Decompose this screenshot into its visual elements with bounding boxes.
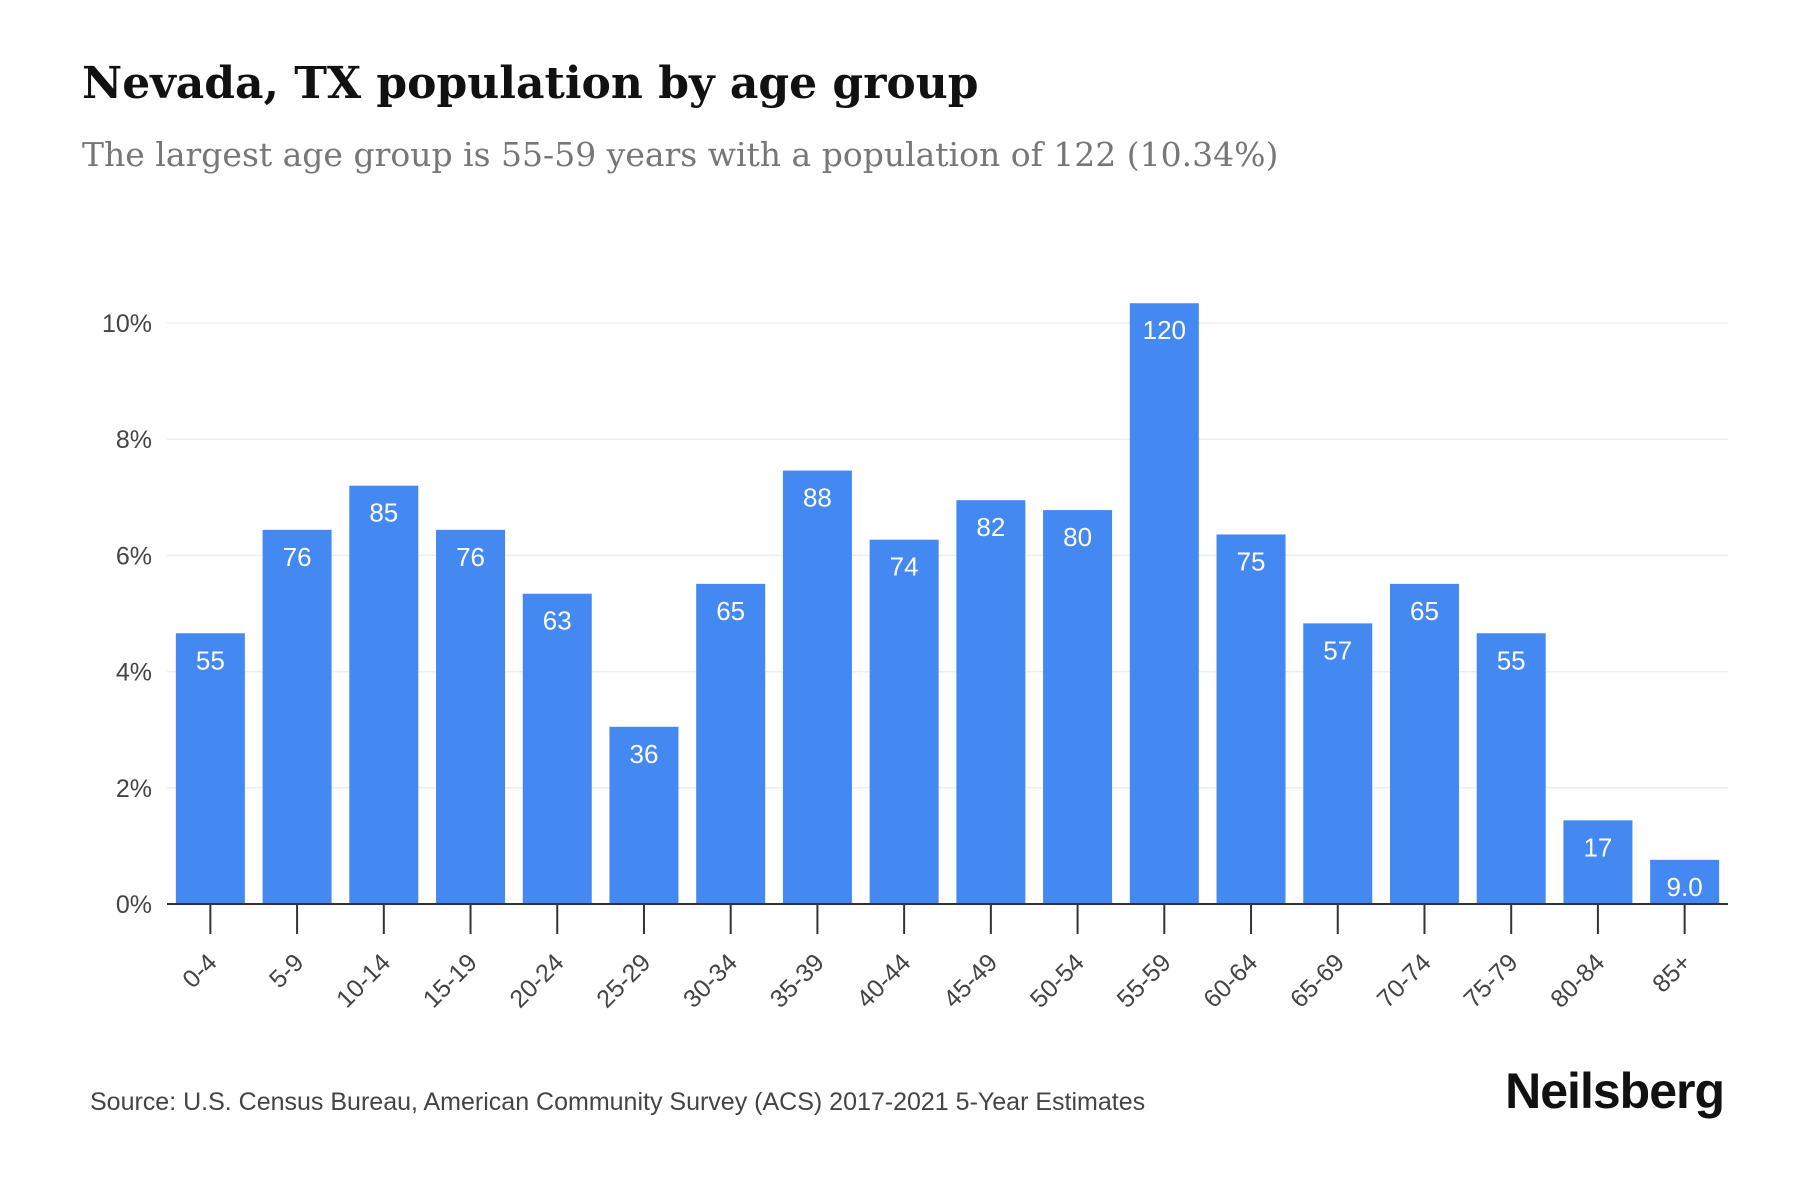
x-tick-label: 80-84 (1545, 948, 1610, 1013)
bar (1043, 510, 1113, 904)
x-tick-label: 0-4 (177, 948, 222, 993)
data-label: 17 (1583, 832, 1612, 862)
data-label: 57 (1323, 635, 1352, 665)
x-tick-label: 50-54 (1025, 948, 1090, 1013)
x-tick-label: 70-74 (1372, 948, 1437, 1013)
bars: 55 76 85 76 63 36 65 88 74 82 80 120 75 57 65 55 17 9.0 (175, 303, 1720, 905)
bar (1389, 583, 1459, 904)
bar (349, 485, 419, 904)
y-tick-label: 0% (116, 891, 152, 919)
chart-subtitle: The largest age group is 55-59 years wit… (82, 135, 1279, 174)
x-tick-label: 20-24 (504, 948, 569, 1013)
data-label: 55 (196, 645, 225, 675)
x-tick-label: 40-44 (851, 948, 916, 1013)
x-tick-label: 15-19 (418, 948, 483, 1013)
bar (522, 593, 592, 904)
data-label: 88 (803, 483, 832, 513)
bar (1129, 303, 1199, 905)
bar (1216, 534, 1286, 904)
x-tick-label: 65-69 (1285, 948, 1350, 1013)
data-label: 36 (630, 739, 659, 769)
bar (782, 470, 852, 904)
data-label: 75 (1237, 546, 1266, 576)
x-axis: 0-4 5-9 10-14 15-19 20-24 25-29 30-34 35-39 40-4… (167, 903, 1728, 1013)
y-tick-label: 10% (102, 310, 152, 338)
data-label: 63 (543, 606, 572, 636)
chart-title: Nevada, TX population by age group (82, 58, 979, 109)
x-tick-label: 60-64 (1198, 948, 1263, 1013)
y-tick-label: 4% (116, 659, 152, 687)
bar (436, 529, 506, 904)
bar (609, 726, 679, 904)
data-label: 65 (716, 596, 745, 626)
y-axis-ticks: 0% 2% 4% 6% 8% 10% (102, 310, 152, 919)
data-label: 85 (369, 498, 398, 528)
data-label: 9.0 (1667, 872, 1703, 902)
data-label: 82 (976, 512, 1005, 542)
bar (175, 633, 245, 904)
source-note: Source: U.S. Census Bureau, American Com… (90, 1088, 1146, 1116)
data-label: 76 (283, 542, 312, 572)
data-label: 76 (456, 542, 485, 572)
bar (696, 583, 766, 904)
data-label: 74 (890, 552, 919, 582)
bar (262, 529, 332, 904)
brand-logo: Neilsberg (1505, 1063, 1725, 1119)
x-tick-label: 45-49 (938, 948, 1003, 1013)
y-tick-label: 2% (116, 775, 152, 803)
bar (869, 539, 939, 904)
x-tick-label: 30-34 (678, 948, 743, 1013)
x-tick-label: 5-9 (264, 948, 309, 993)
x-tick-label: 35-39 (765, 948, 830, 1013)
bar (1563, 820, 1633, 904)
grid-lines (167, 322, 1728, 789)
bar (1650, 859, 1720, 904)
x-tick-label: 85+ (1647, 948, 1697, 998)
x-tick-label: 10-14 (331, 948, 396, 1013)
x-tick-label: 75-79 (1458, 948, 1523, 1013)
y-tick-label: 8% (116, 426, 152, 454)
data-label: 80 (1063, 522, 1092, 552)
data-label: 55 (1497, 645, 1526, 675)
bar (1476, 633, 1546, 904)
data-label: 120 (1143, 315, 1186, 345)
data-label: 65 (1410, 596, 1439, 626)
x-tick-label: 25-29 (591, 948, 656, 1013)
bar (956, 500, 1026, 904)
bar (1303, 623, 1373, 904)
y-tick-label: 6% (116, 542, 152, 570)
x-tick-label: 55-59 (1112, 948, 1177, 1013)
